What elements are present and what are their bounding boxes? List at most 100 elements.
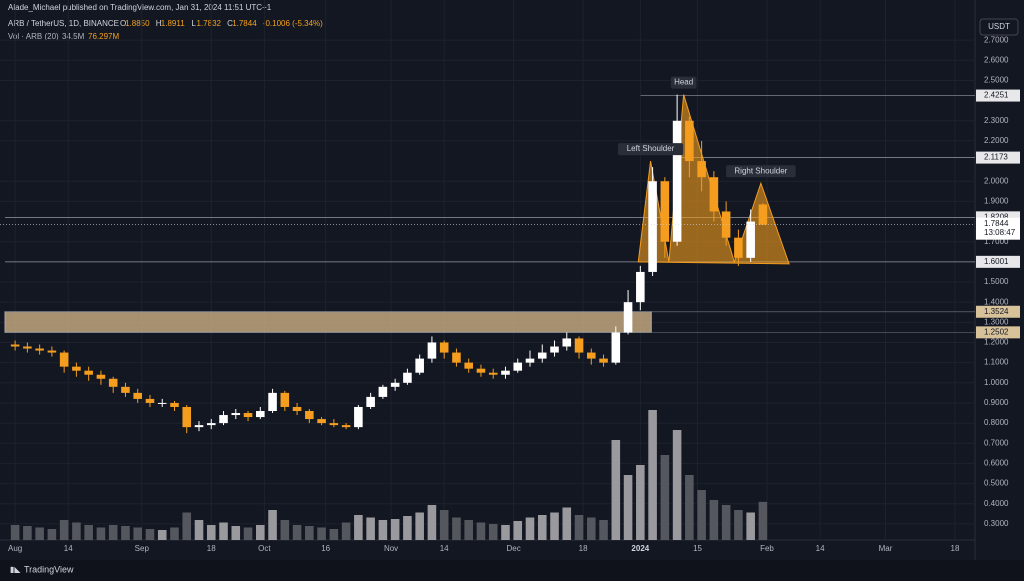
candle-body <box>133 392 143 399</box>
candle-body <box>587 352 596 359</box>
y-tick-label: 1.7000 <box>984 237 1009 246</box>
ohlc-value: 1.8850 <box>125 19 150 28</box>
volume-bar <box>10 525 20 540</box>
candle-body <box>488 372 498 375</box>
currency[interactable]: USDT <box>988 22 1010 31</box>
candle-body <box>464 362 473 369</box>
volume-ma: 34.5M <box>62 32 85 41</box>
volume-bar <box>47 529 57 540</box>
candle-body <box>452 352 461 363</box>
candle-body <box>231 413 241 416</box>
candle-body <box>157 402 167 404</box>
x-tick-label: 16 <box>321 544 330 553</box>
volume-bar <box>84 525 93 540</box>
candle-body <box>59 352 69 367</box>
candle-body <box>354 406 363 428</box>
volume-bar <box>280 520 290 540</box>
candle-body <box>685 120 694 162</box>
y-tick-label: 0.8000 <box>984 418 1009 427</box>
candle-body <box>550 346 559 353</box>
volume-bar <box>329 529 339 540</box>
zone-label: 1.2502 <box>984 327 1009 336</box>
countdown: 13:08:47 <box>984 228 1016 237</box>
x-tick-label: Sep <box>135 544 150 553</box>
volume-bar <box>121 526 130 540</box>
volume-bar <box>721 505 731 540</box>
volume-bar <box>537 515 547 540</box>
candle-body <box>623 302 633 333</box>
volume-bar <box>427 505 437 540</box>
volume-bar <box>390 519 400 540</box>
candle-body <box>206 423 216 426</box>
candle-body <box>648 181 657 272</box>
level-label: 2.1173 <box>984 153 1008 162</box>
y-tick-label: 2.0000 <box>984 176 1009 185</box>
candle-body <box>636 271 645 303</box>
volume-bar <box>194 520 204 540</box>
price-tag <box>976 217 1020 240</box>
volume-bar <box>219 522 228 540</box>
volume-bar <box>648 410 657 540</box>
volume-bar <box>206 525 216 540</box>
x-tick-label: Oct <box>258 544 271 553</box>
candle-body <box>513 362 523 371</box>
ohlc: O1.8850 H 1.8911 L 1.7832 C 1.7844 -0.1006 (-5.… <box>120 19 323 28</box>
volume-bar <box>354 515 363 540</box>
candle-body <box>47 350 57 353</box>
candle-body <box>219 415 228 424</box>
candle-body <box>403 372 412 383</box>
price-tag <box>976 326 1020 339</box>
price-tag <box>976 305 1020 318</box>
candle-body <box>341 425 351 428</box>
x-tick-label: Nov <box>384 544 398 553</box>
candle-body <box>574 338 584 353</box>
candle-body <box>697 161 706 178</box>
candle-body <box>292 406 302 412</box>
level-label: 2.4251 <box>984 91 1009 100</box>
candle-body <box>537 352 547 359</box>
volume-bar <box>476 522 486 540</box>
volume-bar <box>623 475 633 540</box>
candle-body <box>562 338 572 347</box>
candle-body <box>366 396 375 407</box>
volume-bar <box>562 507 572 540</box>
volume-bar <box>464 520 473 540</box>
volume-bar <box>23 526 32 540</box>
footer: TradingView <box>24 564 74 574</box>
candle-body <box>72 366 81 371</box>
y-tick-label: 1.9000 <box>984 197 1009 206</box>
x-tick-label: 14 <box>64 544 73 553</box>
volume-bar <box>403 516 412 540</box>
volume-bar <box>243 527 253 540</box>
x-tick-label: 2024 <box>631 544 649 553</box>
candle-body <box>378 386 388 397</box>
volume-bar <box>734 510 743 540</box>
candle-body <box>268 392 277 412</box>
currency-box[interactable] <box>979 18 1019 36</box>
y-tick-label: 2.5000 <box>984 76 1009 85</box>
candle-body <box>96 374 106 379</box>
volume-bar <box>501 525 510 540</box>
candle-body <box>746 221 755 258</box>
volume-bar <box>525 517 535 540</box>
price-tag <box>976 255 1020 268</box>
y-tick-label: 2.6000 <box>984 55 1009 64</box>
volume-bar <box>574 515 584 540</box>
y-tick-label: 0.6000 <box>984 459 1009 468</box>
logo-mark: ▮◣ <box>10 565 21 574</box>
candle-body <box>709 177 719 212</box>
zone-label: 1.3524 <box>984 307 1009 316</box>
x-tick-label: 18 <box>207 544 216 553</box>
volume-bar <box>157 530 167 540</box>
ohlc-key: O <box>120 19 126 28</box>
annotation-box <box>726 165 796 178</box>
annotation: Head <box>674 78 693 87</box>
volume-bar <box>550 512 559 540</box>
level-label: 1.8208 <box>984 212 1009 221</box>
candle-body <box>145 398 155 403</box>
volume-bar <box>439 510 449 540</box>
volume-bar <box>599 520 608 540</box>
volume-bar <box>72 522 81 540</box>
volume-bar <box>35 527 44 540</box>
